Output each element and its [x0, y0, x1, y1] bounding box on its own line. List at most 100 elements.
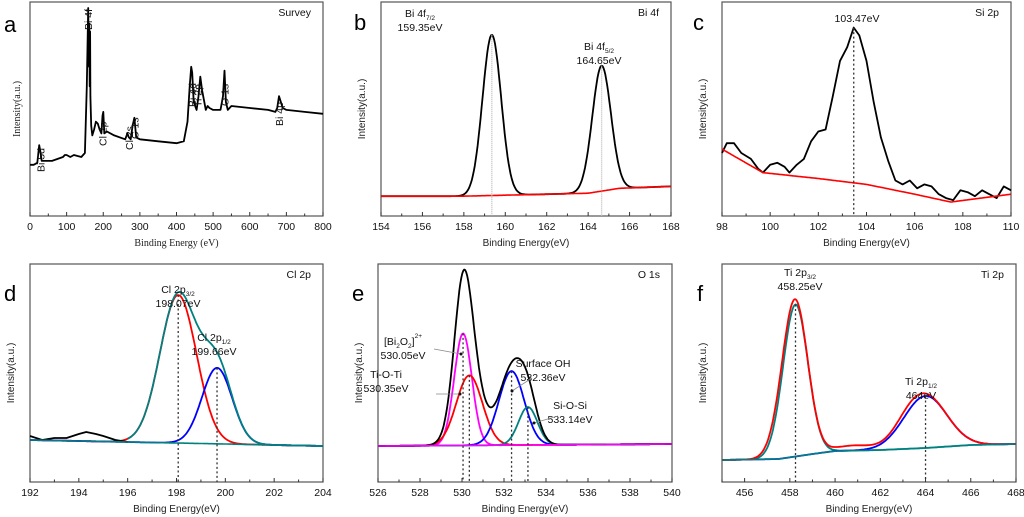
x-tick-label: 536 — [579, 487, 597, 499]
peak-energy-label: 199.66eV — [192, 346, 237, 358]
x-axis-label: Binding Energy(eV) — [826, 504, 913, 515]
panel-title: Survey — [278, 7, 311, 19]
series-background — [722, 443, 1016, 461]
x-tick-label: 0 — [27, 221, 33, 233]
panel-e: 526 528 530 532 534 536 538 540 Binding Energy(e… — [352, 263, 681, 515]
x-tick-label: 400 — [168, 221, 186, 233]
x-tick-label: 538 — [621, 487, 639, 499]
peak-energy-label: 464eV — [906, 390, 936, 402]
peak-label: [Bi2O2]2+ — [384, 333, 422, 350]
x-tick-label: 98 — [716, 221, 728, 233]
x-tick-label: 456 — [736, 487, 754, 499]
peak-energy-label: 159.35eV — [398, 22, 443, 34]
peak-annotation: Ti 2p — [193, 84, 205, 107]
panel-letter: d — [4, 281, 16, 306]
peak-annotation: Cl 2p — [98, 121, 110, 146]
peak-annotation: O 1s — [219, 84, 231, 106]
y-axis-label: Intensity(a.u.) — [698, 79, 709, 140]
annotation-leader-line — [533, 415, 559, 424]
component-peak-2 — [378, 374, 672, 447]
panel-f: 456 458 460 462 464 466 468 Binding Energy(eV) I… — [697, 263, 1024, 515]
x-tick-label: 458 — [781, 487, 799, 499]
peak-energy-label: 530.35eV — [364, 383, 409, 395]
x-tick-label: 156 — [414, 221, 432, 233]
peak-label: Bi 4f7/2 — [405, 8, 435, 22]
x-tick-label: 100 — [761, 221, 779, 233]
peak-label: Ti 2p3/2 — [784, 267, 816, 281]
x-tick-label: 600 — [241, 221, 259, 233]
series-background — [381, 185, 671, 197]
x-tick-label: 532 — [495, 487, 513, 499]
peak-annotation: Bi 4f — [83, 9, 95, 30]
plot-frame — [380, 1, 672, 217]
x-tick-label: 462 — [872, 487, 890, 499]
x-axis-label: Binding Energy(eV) — [133, 504, 220, 515]
peak-energy-label: 458.25eV — [778, 281, 823, 293]
component-peak-1 — [722, 303, 1016, 461]
y-axis-label: Intensity(a.u.) — [6, 343, 17, 404]
x-tick-label: 106 — [906, 221, 924, 233]
panel-b: 154 156 158 160 162 164 166 168 Binding Energy(e… — [354, 1, 680, 249]
x-tick-label: 800 — [314, 221, 332, 233]
x-axis-label: Binding Energy(eV) — [823, 238, 910, 249]
series-fit — [127, 291, 323, 447]
x-tick-label: 102 — [810, 221, 828, 233]
annotation-leader-line — [433, 348, 462, 355]
series-background — [30, 439, 323, 447]
peak-label: Cl 2p3/2 — [161, 284, 195, 298]
y-axis-label: Intensity(a.u.) — [357, 79, 368, 140]
panel-letter: a — [4, 12, 17, 37]
panel-title: Cl 2p — [286, 269, 311, 281]
annotation-leader-line — [511, 377, 533, 392]
series-si-2p — [721, 26, 1012, 201]
panel-d: 192 194 196 198 200 202 204 Binding Energy(eV) I… — [4, 263, 332, 515]
peak-energy-label: 532.36eV — [521, 372, 566, 384]
plot-frame — [721, 263, 1017, 483]
annotation-arrowhead — [458, 392, 462, 396]
x-tick-label: 200 — [94, 221, 112, 233]
x-tick-label: 202 — [265, 487, 283, 499]
panel-letter: c — [693, 10, 704, 35]
x-tick-label: 164 — [579, 221, 597, 233]
component-peak-4 — [378, 406, 672, 447]
x-tick-label: 204 — [314, 487, 332, 499]
panel-letter: b — [354, 10, 366, 35]
x-tick-label: 464 — [917, 487, 935, 499]
panel-c: 98 100 102 104 106 108 110 Binding Energy(eV) In… — [693, 1, 1020, 249]
x-tick-label: 158 — [455, 221, 473, 233]
x-tick-label: 468 — [1007, 487, 1024, 499]
peak-annotation: Bi 5d — [35, 148, 47, 172]
peak-annotation: Bi 4p — [274, 102, 286, 126]
peak-annotation: Cl 2s — [124, 126, 136, 150]
series-envelope — [381, 34, 671, 198]
peak-annotation: Bi 4d — [187, 83, 199, 107]
x-tick-label: 104 — [858, 221, 876, 233]
x-tick-label: 200 — [217, 487, 235, 499]
x-tick-label: 100 — [58, 221, 76, 233]
component-peak-1 — [30, 294, 323, 447]
x-axis-label: Binding Energy (eV) — [134, 238, 218, 249]
peak-label: Si-O-Si — [553, 400, 587, 412]
series-raw — [29, 431, 128, 443]
peak-energy-label: 530.05eV — [381, 350, 426, 362]
x-tick-label: 530 — [453, 487, 471, 499]
x-tick-label: 196 — [119, 487, 137, 499]
x-tick-label: 166 — [621, 221, 639, 233]
panel-title: Bi 4f — [638, 7, 659, 19]
x-tick-label: 300 — [131, 221, 149, 233]
series-survey — [30, 7, 324, 166]
series-background — [378, 443, 672, 447]
x-tick-label: 540 — [663, 487, 681, 499]
peak-energy-label: 533.14eV — [548, 414, 593, 426]
x-tick-label: 192 — [21, 487, 39, 499]
peak-label: Bi 4f5/2 — [584, 41, 614, 55]
x-tick-label: 460 — [826, 487, 844, 499]
series-background — [721, 148, 1012, 203]
x-tick-label: 534 — [537, 487, 555, 499]
x-tick-label: 500 — [204, 221, 222, 233]
peak-energy-label: 198.07eV — [156, 298, 201, 310]
component-peak-2 — [30, 367, 323, 447]
x-tick-label: 528 — [411, 487, 429, 499]
x-tick-label: 110 — [1003, 221, 1020, 233]
